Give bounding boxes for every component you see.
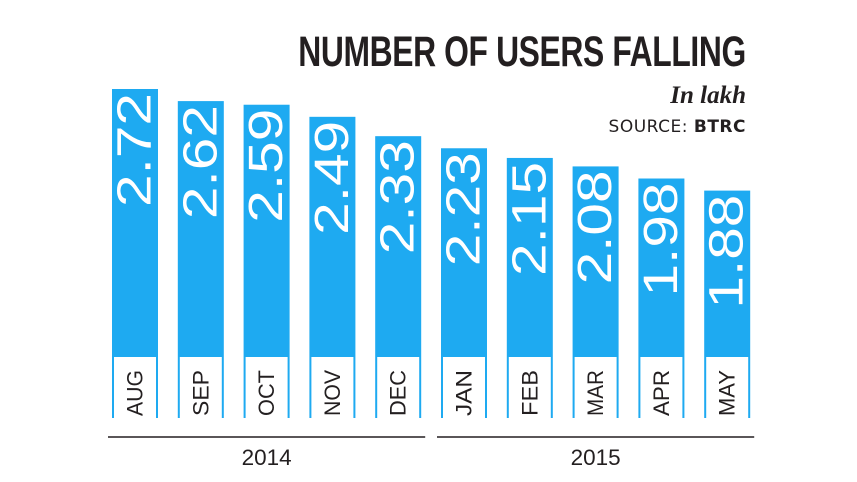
month-box-jan — [443, 357, 485, 418]
month-box-oct — [245, 357, 288, 418]
month-box-sep — [179, 357, 222, 418]
month-label-sep: SEP — [188, 370, 213, 416]
year-label-2015: 2015 — [571, 445, 621, 470]
value-label-may: 1.88 — [701, 195, 754, 309]
value-label-oct: 2.59 — [240, 109, 293, 223]
month-label-mar: MAR — [583, 370, 608, 416]
value-label-jan: 2.23 — [438, 152, 491, 266]
month-label-oct: OCT — [254, 370, 279, 416]
month-box-aug — [114, 357, 156, 418]
chart-title: NUMBER OF USERS FALLING — [298, 28, 746, 76]
unit-label: In lakh — [670, 82, 746, 109]
value-label-feb: 2.15 — [503, 162, 556, 276]
month-label-jan: JAN — [452, 370, 477, 416]
value-label-apr: 1.98 — [635, 183, 688, 297]
month-label-may: MAY — [715, 370, 740, 416]
month-label-apr: APR — [649, 370, 674, 416]
month-label-dec: DEC — [386, 370, 411, 416]
month-box-feb — [508, 357, 551, 418]
value-label-aug: 2.72 — [109, 93, 162, 207]
month-box-mar — [574, 357, 617, 418]
month-label-aug: AUG — [123, 370, 148, 416]
source-credit: SOURCE: BTRC — [609, 117, 746, 137]
value-label-dec: 2.33 — [372, 140, 425, 254]
year-label-2014: 2014 — [242, 445, 292, 470]
month-box-nov — [311, 357, 354, 418]
month-label-nov: NOV — [320, 370, 345, 416]
month-label-feb: FEB — [517, 370, 542, 416]
value-label-mar: 2.08 — [569, 170, 622, 284]
value-label-nov: 2.49 — [306, 121, 359, 235]
source-name: BTRC — [693, 117, 746, 137]
month-box-may — [706, 357, 749, 418]
value-label-sep: 2.62 — [174, 105, 227, 219]
month-box-dec — [377, 357, 420, 418]
source-label: SOURCE: — [608, 117, 688, 137]
month-box-apr — [640, 357, 683, 418]
